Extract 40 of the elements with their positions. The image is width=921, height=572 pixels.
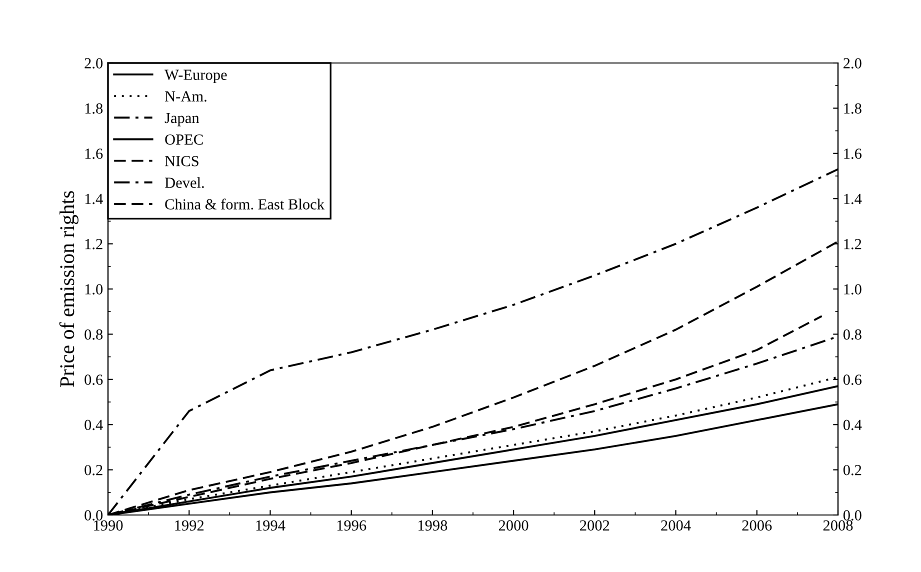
y-tick-label: 0.8	[84, 329, 103, 340]
y2-tick-label: 2.0	[844, 58, 862, 69]
y2-tick-label: 1.4	[844, 194, 862, 204]
x-tick-label: 2008	[823, 520, 853, 531]
legend-label: Japan	[164, 112, 200, 126]
y2-tick-label: 1.8	[844, 103, 862, 114]
y-tick-label: 1.0	[85, 284, 103, 295]
y-tick-label: 1.8	[85, 103, 103, 114]
legend-label: OPEC	[165, 134, 203, 145]
x-tick-label: 1994	[256, 520, 286, 531]
x-tick-label: 1998	[418, 520, 448, 531]
y-tick-label: 0.4	[84, 420, 103, 430]
y-tick-label: 0.0	[84, 510, 103, 521]
y2-tick-label: 0.2	[843, 464, 862, 476]
y-tick-label: 0.2	[84, 464, 102, 476]
y-tick-label: 1.6	[85, 148, 103, 159]
x-tick-label: 1992	[175, 520, 204, 531]
y-axis-title: Price of emission rights	[59, 191, 78, 388]
y2-tick-label: 0.8	[843, 329, 862, 340]
y2-tick-label: 1.2	[844, 238, 862, 250]
y-tick-label: 2.0	[84, 58, 103, 69]
y2-tick-label: 1.0	[844, 284, 862, 295]
x-tick-label: 1996	[337, 520, 366, 531]
y-tick-label: 0.6	[84, 374, 103, 385]
y-tick-label: 1.4	[85, 194, 103, 204]
legend-label: W-Europe	[164, 70, 227, 84]
x-tick-label: 1990	[94, 520, 123, 531]
legend-label: China & form. East Block	[165, 198, 324, 210]
legend-label: Devel.	[164, 177, 204, 188]
legend-label: N-Am.	[164, 91, 206, 102]
y2-tick-label: 0.0	[843, 510, 862, 521]
x-tick-label: 2000	[498, 520, 528, 531]
y2-tick-label: 0.4	[843, 420, 862, 430]
y-tick-label: 1.2	[85, 238, 102, 250]
legend-label: NICS	[164, 156, 198, 166]
y2-tick-label: 1.6	[844, 148, 862, 159]
y2-tick-label: 0.6	[843, 374, 862, 385]
x-tick-label: 2006	[742, 520, 772, 531]
x-tick-label: 2004	[661, 520, 691, 531]
x-tick-label: 2002	[580, 520, 610, 531]
